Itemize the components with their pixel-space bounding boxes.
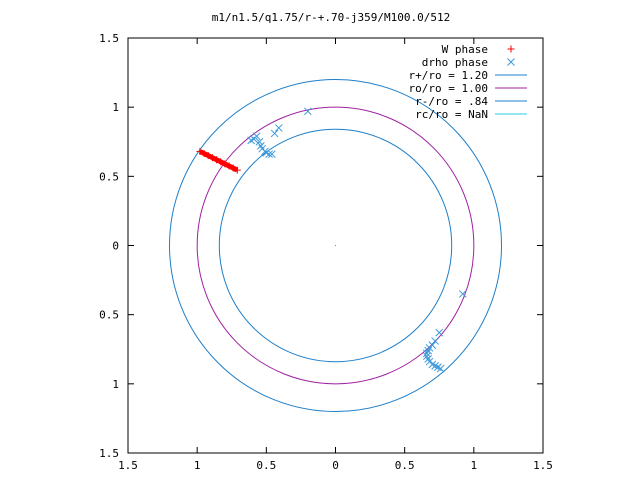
legend-label: ro/ro = 1.00 xyxy=(409,82,488,95)
drho-phase-point xyxy=(458,290,467,298)
drho-phase-point xyxy=(274,124,283,132)
drho-phase-point xyxy=(270,129,279,138)
circle-curve xyxy=(196,106,475,385)
y-tick-label: 0.5 xyxy=(99,309,119,322)
w-phase-point xyxy=(217,158,225,166)
marker-stroke xyxy=(431,361,439,370)
y-tick-label: 1.5 xyxy=(99,447,119,460)
x-tick-label: 1.5 xyxy=(118,459,138,472)
legend-label: rc/ro = NaN xyxy=(415,108,488,121)
drho-phase-point xyxy=(424,355,433,363)
drho-phase-point xyxy=(436,364,445,373)
legend-key xyxy=(507,58,515,66)
w-phase-point xyxy=(225,162,233,170)
x-tick-label: 1 xyxy=(194,459,201,472)
x-tick-label: 0 xyxy=(332,459,339,472)
legend-key xyxy=(507,45,515,53)
phase-markers xyxy=(196,107,467,373)
x-tick-label: 1.5 xyxy=(533,459,553,472)
w-phase-point xyxy=(196,147,204,155)
marker-stroke xyxy=(252,132,261,141)
chart-title: m1/n1.5/q1.75/r-+.70-j359/M100.0/512 xyxy=(212,11,450,24)
marker-stroke xyxy=(507,58,515,66)
w-phase-point xyxy=(221,160,229,168)
drho-phase-point xyxy=(431,337,439,345)
drho-phase-point xyxy=(247,136,255,145)
marker-stroke xyxy=(265,150,273,159)
marker-stroke xyxy=(268,150,276,159)
y-tick-label: 0.5 xyxy=(99,170,119,183)
drho-phase-point xyxy=(268,150,276,159)
marker-stroke xyxy=(255,137,264,146)
marker-stroke xyxy=(256,142,265,150)
y-tick-label: 1 xyxy=(112,101,119,114)
legend-label: W phase xyxy=(442,43,488,56)
legend-label: r+/ro = 1.20 xyxy=(409,69,488,82)
drho-phase-point xyxy=(255,137,264,146)
origin-dot xyxy=(334,244,337,247)
w-phase-point xyxy=(208,154,216,162)
y-tick-label: 0 xyxy=(112,240,119,253)
circle-curve xyxy=(218,128,453,363)
marker-stroke xyxy=(435,328,444,337)
drho-phase-point xyxy=(303,107,312,116)
marker-stroke xyxy=(431,337,439,345)
drho-phase-point xyxy=(265,150,273,159)
marker-stroke xyxy=(434,363,442,372)
w-phase-point xyxy=(200,150,208,158)
marker-stroke xyxy=(303,107,312,116)
marker-stroke xyxy=(270,129,279,138)
circle-curve xyxy=(169,79,502,412)
w-phase-band xyxy=(198,149,239,173)
marker-stroke xyxy=(436,364,445,373)
x-tick-label: 1 xyxy=(471,459,478,472)
x-tick-label: 0.5 xyxy=(395,459,415,472)
y-tick-label: 1.5 xyxy=(99,32,119,45)
marker-stroke xyxy=(422,352,431,361)
legend-label: drho phase xyxy=(422,56,488,69)
drho-phase-point xyxy=(252,132,261,141)
legend-label: r-/ro = .84 xyxy=(415,95,488,108)
drho-phase-point xyxy=(435,328,444,337)
marker-stroke xyxy=(428,360,437,369)
marker-stroke xyxy=(458,290,467,298)
marker-stroke xyxy=(424,355,433,363)
w-phase-point xyxy=(229,164,237,172)
y-tick-label: 1 xyxy=(112,378,119,391)
circle-curves xyxy=(169,79,502,412)
w-phase-point xyxy=(204,152,212,160)
x-tick-label: 0.5 xyxy=(256,459,276,472)
axis-ticks: 1.5 1 0.5 0 0.5 1 1.51.510.500.511.5 xyxy=(99,32,553,472)
w-phase-point xyxy=(233,166,241,174)
w-phase-point xyxy=(213,156,221,164)
marker-stroke xyxy=(274,124,283,132)
